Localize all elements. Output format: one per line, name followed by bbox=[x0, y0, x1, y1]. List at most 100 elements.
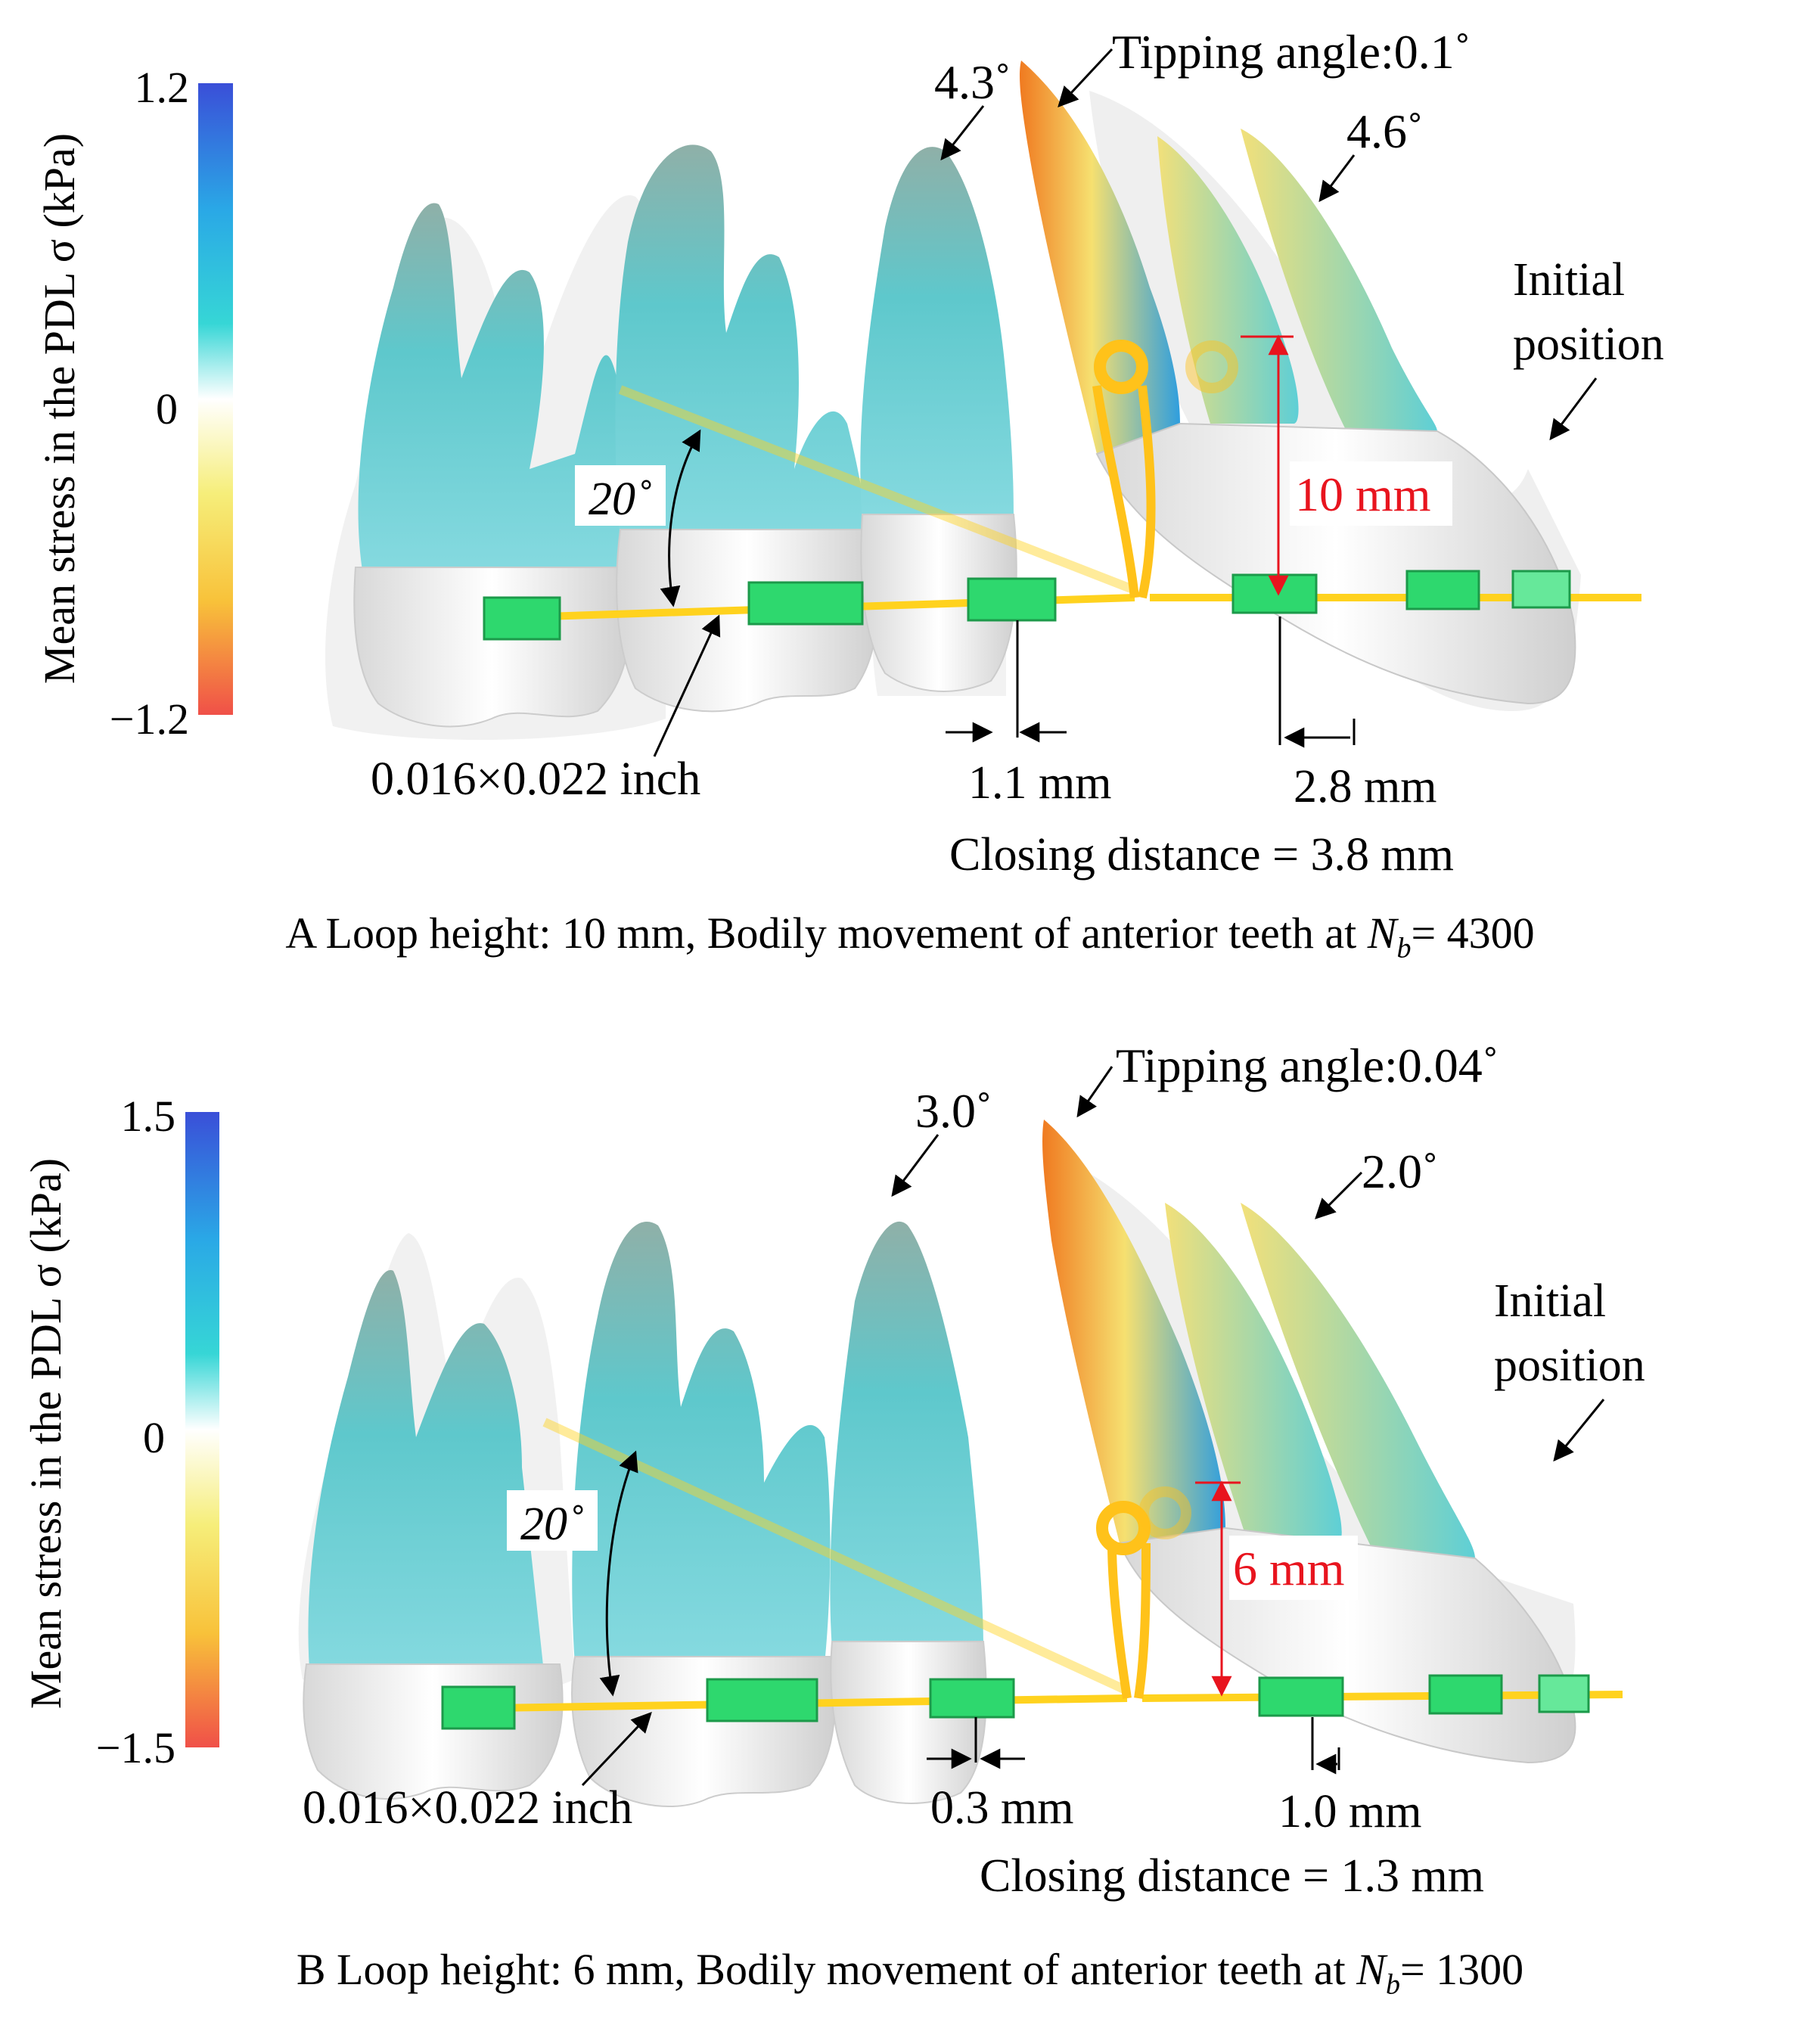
tipping-angle-label: Tipping angle:0.04˚ bbox=[1116, 1039, 1499, 1092]
colorbar-label: Mean stress in the PDL σ (kPa) bbox=[35, 133, 84, 684]
tipping-angle-arrow bbox=[1058, 48, 1113, 107]
molar-1-root bbox=[358, 203, 620, 575]
wire-angle-arc bbox=[599, 1450, 638, 1697]
canine-angle-label: 4.3˚ bbox=[934, 55, 1011, 109]
teeth-model bbox=[298, 1120, 1623, 1808]
initial-position-line2: position bbox=[1513, 318, 1664, 370]
colorbar-label: Mean stress in the PDL σ (kPa) bbox=[21, 1158, 70, 1709]
annotations: Tipping angle:0.1˚ 4.3˚ 4.6˚ Initial pos… bbox=[371, 25, 1664, 881]
canine-root bbox=[1241, 129, 1437, 431]
bracket-central bbox=[1511, 570, 1571, 609]
lateral-angle-arrow bbox=[1318, 154, 1356, 203]
caption-n-sub: b bbox=[1396, 932, 1412, 964]
bracket-premolar bbox=[929, 1678, 1015, 1719]
molar-1-crown bbox=[303, 1663, 564, 1800]
closing-loop-initial bbox=[1185, 340, 1238, 393]
colorbar-max: 1.2 bbox=[135, 63, 190, 112]
caption-b: B Loop height: 6 mm, Bodily movement of … bbox=[0, 1944, 1820, 2002]
caption-a: A Loop height: 10 mm, Bodily movement of… bbox=[0, 908, 1820, 965]
canine-angle-label: 3.0˚ bbox=[915, 1084, 992, 1138]
wire-size-label: 0.016×0.022 inch bbox=[371, 753, 700, 805]
caption-n-value: = 1300 bbox=[1399, 1945, 1524, 1994]
initial-position-line1: Initial bbox=[1494, 1275, 1606, 1327]
closing-loop-legs bbox=[1092, 385, 1156, 599]
loop-height-box bbox=[1229, 1536, 1358, 1600]
canine-root bbox=[1241, 1203, 1475, 1558]
canine-angle-arrow bbox=[891, 1134, 940, 1197]
bracket-canine bbox=[1231, 573, 1318, 614]
premolar-crown bbox=[830, 1641, 987, 1804]
colorbar-mid: 0 bbox=[143, 1413, 165, 1462]
colorbar: 1.5 0 −1.5 Mean stress in the PDL σ (kPa… bbox=[21, 1092, 219, 1772]
caption-letter: A bbox=[285, 909, 315, 958]
colorbar-min: −1.5 bbox=[96, 1723, 175, 1772]
caption-text: Loop height: 10 mm, Bodily movement of a… bbox=[325, 909, 1368, 958]
bracket-lateral bbox=[1405, 570, 1480, 610]
closing-distance-label: Closing distance = 3.8 mm bbox=[949, 829, 1454, 881]
molar-1-root bbox=[308, 1270, 545, 1679]
molar-1-crown bbox=[353, 567, 632, 728]
closing-loop-helix bbox=[1096, 1501, 1151, 1555]
loop-height-label: 6 mm bbox=[1233, 1542, 1345, 1595]
bracket-premolar bbox=[967, 577, 1057, 622]
posterior-move-label: 0.3 mm bbox=[930, 1782, 1073, 1834]
colorbar-mid: 0 bbox=[156, 384, 178, 433]
wire-size-label: 0.016×0.022 inch bbox=[303, 1782, 632, 1834]
annotations: Tipping angle:0.04˚ 3.0˚ 2.0˚ Initial po… bbox=[303, 1039, 1645, 1902]
closing-distance-label: Closing distance = 1.3 mm bbox=[980, 1850, 1484, 1902]
lateral-incisor-root bbox=[1157, 136, 1299, 424]
archwire-initial bbox=[542, 1418, 1129, 1695]
lateral-incisor-root bbox=[1165, 1203, 1342, 1543]
archwire-initial bbox=[618, 385, 1137, 595]
anterior-move-label: 2.8 mm bbox=[1294, 761, 1436, 812]
caption-n: N bbox=[1356, 1945, 1386, 1994]
premolar-root bbox=[830, 1221, 983, 1649]
central-incisor-root bbox=[1042, 1120, 1225, 1543]
colorbar-gradient bbox=[185, 1112, 219, 1747]
wire-size-arrow bbox=[581, 1712, 652, 1787]
bracket-molar-1 bbox=[483, 596, 561, 641]
tipping-angle-label: Tipping angle:0.1˚ bbox=[1112, 25, 1471, 79]
caption-n: N bbox=[1367, 909, 1397, 958]
loop-height-box bbox=[1290, 461, 1452, 526]
bracket-lateral bbox=[1428, 1674, 1503, 1715]
loop-height-label: 10 mm bbox=[1295, 467, 1431, 521]
caption-letter: B bbox=[296, 1945, 326, 1994]
molar-2-root bbox=[572, 1222, 831, 1664]
anterior-crowns bbox=[1095, 422, 1576, 705]
wire-angle-label: 20˚ bbox=[589, 474, 651, 525]
caption-text: Loop height: 6 mm, Bodily movement of an… bbox=[337, 1945, 1357, 1994]
colorbar-max: 1.5 bbox=[121, 1092, 176, 1141]
caption-n-sub: b bbox=[1385, 1968, 1400, 2001]
wire-angle-label: 20˚ bbox=[520, 1499, 583, 1550]
wire-size-arrow bbox=[653, 614, 721, 757]
initial-position-arrow bbox=[1549, 377, 1598, 441]
bracket-molar-2 bbox=[706, 1678, 818, 1722]
initial-position-line1: Initial bbox=[1513, 254, 1625, 306]
lateral-angle-label: 4.6˚ bbox=[1346, 104, 1423, 158]
colorbar: 1.2 0 −1.2 Mean stress in the PDL σ (kPa… bbox=[35, 63, 233, 744]
closing-loop-initial bbox=[1138, 1486, 1191, 1539]
teeth-model bbox=[325, 61, 1641, 741]
bracket-canine bbox=[1258, 1676, 1344, 1717]
bracket-molar-1 bbox=[441, 1685, 516, 1730]
closing-loop-legs bbox=[1107, 1542, 1151, 1699]
initial-position-arrow bbox=[1553, 1399, 1605, 1462]
lateral-angle-label: 2.0˚ bbox=[1362, 1145, 1438, 1198]
bracket-molar-2 bbox=[747, 581, 864, 626]
posterior-move-label: 1.1 mm bbox=[968, 757, 1111, 809]
panel-b-figure: 1.5 0 −1.5 Mean stress in the PDL σ (kPa… bbox=[21, 1039, 1645, 1902]
panel-b: 1.5 0 −1.5 Mean stress in the PDL σ (kPa… bbox=[0, 1014, 1820, 2020]
panel-a-figure: 1.2 0 −1.2 Mean stress in the PDL σ (kPa… bbox=[35, 25, 1664, 881]
bracket-central bbox=[1538, 1674, 1590, 1713]
canine-angle-arrow bbox=[940, 105, 985, 161]
colorbar-gradient bbox=[198, 83, 233, 715]
panel-a: 1.2 0 −1.2 Mean stress in the PDL σ (kPa… bbox=[0, 0, 1820, 1006]
wire-angle-box bbox=[575, 465, 666, 526]
premolar-root bbox=[860, 147, 1014, 522]
anterior-move-label: 1.0 mm bbox=[1278, 1786, 1421, 1837]
caption-n-value: = 4300 bbox=[1411, 909, 1535, 958]
wire-angle-arc bbox=[660, 429, 701, 607]
lateral-angle-arrow bbox=[1315, 1171, 1363, 1219]
colorbar-min: −1.2 bbox=[110, 694, 189, 744]
